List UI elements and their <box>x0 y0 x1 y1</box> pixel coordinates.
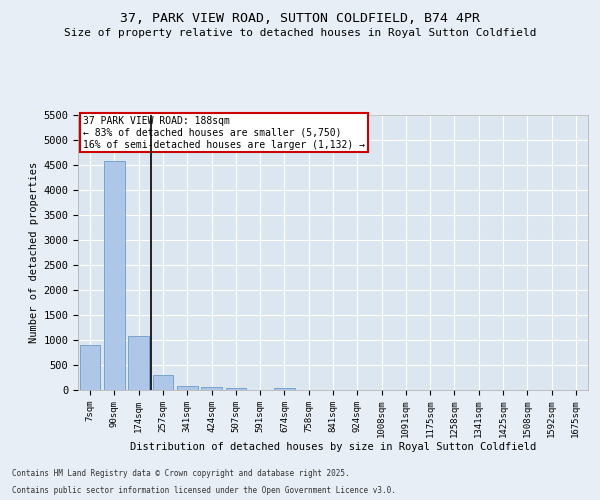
Text: Size of property relative to detached houses in Royal Sutton Coldfield: Size of property relative to detached ho… <box>64 28 536 38</box>
Bar <box>80 345 100 390</box>
Text: 37, PARK VIEW ROAD, SUTTON COLDFIELD, B74 4PR: 37, PARK VIEW ROAD, SUTTON COLDFIELD, B7… <box>120 12 480 26</box>
Text: 37 PARK VIEW ROAD: 188sqm
← 83% of detached houses are smaller (5,750)
16% of se: 37 PARK VIEW ROAD: 188sqm ← 83% of detac… <box>83 116 365 150</box>
X-axis label: Distribution of detached houses by size in Royal Sutton Coldfield: Distribution of detached houses by size … <box>130 442 536 452</box>
Bar <box>274 388 295 390</box>
Bar <box>201 387 222 390</box>
Y-axis label: Number of detached properties: Number of detached properties <box>29 162 39 343</box>
Bar <box>128 336 149 390</box>
Bar <box>152 375 173 390</box>
Bar <box>104 161 125 390</box>
Text: Contains HM Land Registry data © Crown copyright and database right 2025.: Contains HM Land Registry data © Crown c… <box>12 468 350 477</box>
Bar <box>226 388 246 390</box>
Text: Contains public sector information licensed under the Open Government Licence v3: Contains public sector information licen… <box>12 486 396 495</box>
Bar <box>177 386 197 390</box>
